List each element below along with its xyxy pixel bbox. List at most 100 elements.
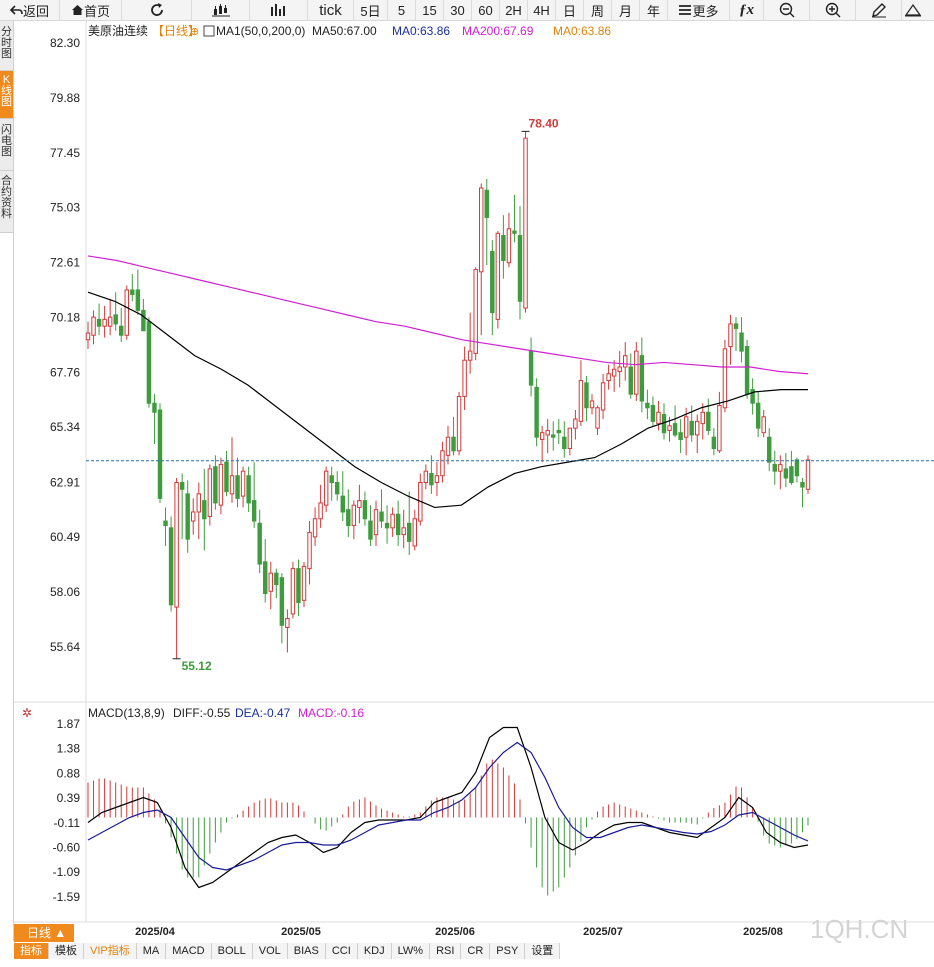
candle-up bbox=[611, 368, 617, 377]
candle-up bbox=[102, 318, 107, 327]
candle-down bbox=[711, 436, 717, 450]
indicator-tab-11[interactable]: RSI bbox=[430, 943, 462, 959]
candle-down bbox=[739, 332, 744, 352]
tab-flash[interactable]: 闪电图 bbox=[0, 119, 13, 171]
candle-down bbox=[534, 386, 539, 438]
indicator-tab-12[interactable]: CR bbox=[461, 943, 491, 959]
macd-legend-name: MACD(13,8,9) bbox=[88, 706, 165, 720]
back-button[interactable]: 返回 bbox=[0, 0, 60, 20]
candle-up bbox=[695, 420, 700, 436]
tick-button[interactable]: tick bbox=[308, 0, 354, 20]
collapse-button[interactable] bbox=[902, 0, 924, 20]
indicator-tab-5[interactable]: BOLL bbox=[211, 943, 253, 959]
indicator-button[interactable] bbox=[250, 0, 308, 20]
period-60min[interactable]: 60 bbox=[472, 0, 500, 20]
zoom-out-icon bbox=[779, 2, 794, 18]
candle-down bbox=[179, 482, 185, 490]
period-day[interactable]: 日 bbox=[556, 0, 584, 20]
more-button[interactable]: 更多 bbox=[668, 0, 730, 20]
candle-up bbox=[761, 416, 766, 434]
candle-down bbox=[251, 500, 257, 522]
candle-down bbox=[224, 461, 229, 493]
candle-down bbox=[202, 500, 207, 520]
bar-chart-icon bbox=[270, 4, 285, 16]
period-week[interactable]: 周 bbox=[584, 0, 612, 20]
indicator-tab-0[interactable]: 指标 bbox=[14, 943, 49, 959]
period-year[interactable]: 年 bbox=[640, 0, 668, 20]
tab-kline[interactable]: K线图 bbox=[0, 71, 13, 119]
function-icon: ƒx bbox=[739, 1, 754, 18]
kline-type-button[interactable] bbox=[192, 0, 250, 20]
candle-down bbox=[490, 250, 495, 314]
home-icon bbox=[71, 5, 83, 15]
period-5min[interactable]: 5 bbox=[388, 0, 416, 20]
zoom-out-button[interactable] bbox=[764, 0, 810, 20]
candle-up bbox=[390, 513, 395, 529]
indicator-tab-6[interactable]: VOL bbox=[252, 943, 288, 959]
candle-down bbox=[517, 235, 523, 302]
period-4h[interactable]: 4H bbox=[528, 0, 556, 20]
home-button[interactable]: 首页 bbox=[60, 0, 122, 20]
kline-chart[interactable]: 82.30 79.88 77.45 75.03 72.61 70.18 67.76 65.34… bbox=[0, 0, 934, 943]
period-5day[interactable]: 5日 bbox=[354, 0, 388, 20]
time-tick-label: 2025/04 bbox=[135, 926, 176, 938]
menu-icon bbox=[679, 5, 692, 15]
candle-down bbox=[645, 402, 650, 409]
period-dropdown[interactable]: 日线 ▲ bbox=[14, 924, 74, 942]
candle-up bbox=[467, 350, 473, 361]
draw-button[interactable] bbox=[856, 0, 902, 20]
settings-icon: ⊕ bbox=[190, 26, 199, 38]
candle-up bbox=[107, 316, 113, 327]
candle-down bbox=[733, 323, 739, 329]
indicator-tab-2[interactable]: VIP指标 bbox=[84, 943, 137, 959]
period-30min[interactable]: 30 bbox=[444, 0, 472, 20]
indicator-tab-9[interactable]: KDJ bbox=[357, 943, 392, 959]
indicator-tab-4[interactable]: MACD bbox=[166, 943, 212, 959]
period-15min[interactable]: 15 bbox=[416, 0, 444, 20]
candlestick-icon bbox=[211, 4, 230, 17]
candle-down bbox=[146, 321, 152, 404]
candle-up bbox=[456, 395, 462, 452]
period-month[interactable]: 月 bbox=[612, 0, 640, 20]
indicator-tab-3[interactable]: MA bbox=[136, 943, 167, 959]
candle-down bbox=[279, 577, 285, 626]
price-tick-label: 62.91 bbox=[50, 475, 80, 489]
formula-button[interactable]: ƒx bbox=[730, 0, 764, 20]
indicator-tab-13[interactable]: PSY bbox=[490, 943, 526, 959]
macd-tick-label: 1.38 bbox=[57, 742, 81, 756]
indicator-tab-10[interactable]: LW% bbox=[391, 943, 431, 959]
candle-down bbox=[512, 230, 517, 234]
candle-down bbox=[96, 318, 102, 327]
home-label: 首页 bbox=[83, 3, 110, 19]
indicator-tab-14[interactable]: 设置 bbox=[525, 943, 561, 959]
pencil-icon bbox=[871, 3, 886, 18]
tab-contract-info[interactable]: 合约资料 bbox=[0, 171, 13, 233]
candle-down bbox=[706, 411, 711, 431]
ma-toggle-icon bbox=[203, 25, 215, 37]
candle-down bbox=[119, 325, 124, 336]
price-tick-label: 58.06 bbox=[50, 585, 80, 599]
candle-down bbox=[130, 289, 135, 295]
candle-up bbox=[196, 493, 201, 513]
candle-down bbox=[157, 409, 163, 499]
candle-up bbox=[539, 432, 545, 440]
period-2h[interactable]: 2H bbox=[500, 0, 528, 20]
candle-up bbox=[323, 470, 329, 506]
candle-down bbox=[152, 402, 157, 413]
indicator-tab-8[interactable]: CCI bbox=[325, 943, 358, 959]
triangle-icon bbox=[905, 3, 921, 17]
indicator-tab-7[interactable]: BIAS bbox=[287, 943, 326, 959]
candle-up bbox=[434, 475, 440, 484]
candle-up bbox=[290, 568, 296, 615]
legend-ma1: MA1(50,0,200,0) bbox=[216, 24, 305, 38]
indicator-tab-1[interactable]: 模板 bbox=[49, 943, 84, 959]
candle-up bbox=[523, 137, 528, 309]
tab-timeshare[interactable]: 分时图 bbox=[0, 21, 13, 71]
candle-up bbox=[617, 366, 622, 373]
refresh-button[interactable] bbox=[122, 0, 192, 20]
candle-up bbox=[301, 565, 307, 601]
price-tick-label: 75.03 bbox=[50, 201, 80, 215]
candle-up bbox=[373, 509, 379, 536]
zoom-in-button[interactable] bbox=[810, 0, 856, 20]
time-tick-label: 2025/07 bbox=[583, 926, 623, 938]
